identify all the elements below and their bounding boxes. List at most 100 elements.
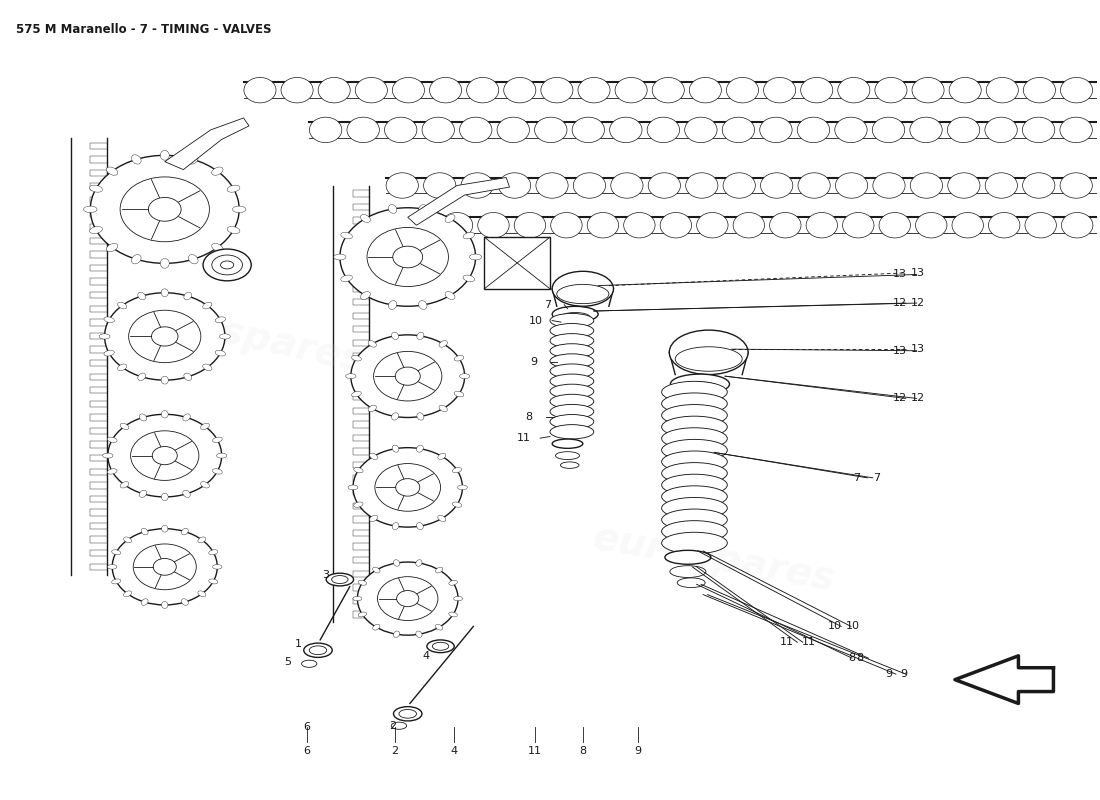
Ellipse shape [660, 213, 692, 238]
Ellipse shape [661, 532, 727, 554]
Text: 9: 9 [530, 357, 537, 367]
Ellipse shape [327, 573, 353, 586]
Ellipse shape [352, 355, 361, 361]
Ellipse shape [216, 350, 225, 356]
Ellipse shape [370, 515, 377, 522]
Bar [90, 306, 107, 312]
Ellipse shape [162, 526, 168, 532]
Ellipse shape [417, 332, 424, 339]
Ellipse shape [217, 453, 227, 458]
Ellipse shape [661, 486, 727, 507]
Bar [90, 537, 107, 543]
Text: 11: 11 [517, 433, 530, 443]
Ellipse shape [838, 78, 870, 103]
Ellipse shape [182, 528, 188, 535]
Ellipse shape [216, 317, 225, 322]
Polygon shape [408, 178, 509, 226]
Ellipse shape [309, 646, 327, 654]
Ellipse shape [416, 631, 422, 638]
Ellipse shape [449, 612, 458, 617]
Ellipse shape [304, 643, 332, 658]
Text: 9: 9 [634, 746, 641, 756]
Ellipse shape [359, 612, 366, 617]
Text: 2: 2 [390, 746, 398, 756]
Ellipse shape [609, 117, 642, 142]
Ellipse shape [587, 213, 618, 238]
Text: 12: 12 [911, 298, 925, 308]
Text: 13: 13 [893, 346, 907, 356]
Ellipse shape [141, 598, 149, 606]
Ellipse shape [446, 291, 455, 299]
Bar [90, 469, 107, 475]
Text: 7: 7 [544, 300, 551, 310]
Circle shape [104, 293, 224, 380]
Bar [353, 272, 370, 278]
Ellipse shape [466, 78, 498, 103]
Ellipse shape [184, 292, 191, 300]
Ellipse shape [550, 425, 594, 439]
Ellipse shape [690, 78, 722, 103]
Ellipse shape [439, 341, 448, 347]
Bar [90, 156, 107, 162]
Bar [353, 340, 370, 346]
Ellipse shape [359, 580, 366, 585]
Ellipse shape [610, 173, 643, 198]
Ellipse shape [232, 206, 246, 213]
Ellipse shape [835, 117, 867, 142]
Ellipse shape [1023, 173, 1055, 198]
Ellipse shape [463, 232, 474, 239]
Ellipse shape [348, 485, 358, 490]
Bar [90, 550, 107, 557]
Ellipse shape [556, 452, 580, 459]
Ellipse shape [123, 537, 132, 542]
Ellipse shape [131, 254, 141, 264]
Ellipse shape [104, 317, 114, 322]
Ellipse shape [536, 173, 568, 198]
Ellipse shape [670, 374, 729, 394]
Ellipse shape [345, 374, 356, 378]
Bar [353, 218, 370, 224]
Ellipse shape [461, 173, 493, 198]
Text: 12: 12 [893, 394, 907, 403]
Circle shape [375, 463, 441, 511]
Text: 7: 7 [852, 473, 860, 483]
Ellipse shape [388, 205, 397, 214]
Bar [484, 237, 550, 289]
Ellipse shape [572, 117, 605, 142]
Ellipse shape [104, 350, 114, 356]
Bar [353, 516, 370, 522]
Circle shape [153, 558, 176, 575]
Ellipse shape [354, 502, 363, 507]
Bar [353, 245, 370, 251]
Ellipse shape [112, 579, 121, 584]
Ellipse shape [1060, 78, 1092, 103]
Ellipse shape [436, 624, 443, 630]
Ellipse shape [355, 78, 387, 103]
Ellipse shape [661, 428, 727, 450]
Ellipse shape [696, 213, 728, 238]
Ellipse shape [333, 254, 346, 260]
Ellipse shape [368, 341, 376, 347]
Text: 8: 8 [526, 413, 532, 422]
Ellipse shape [393, 522, 399, 530]
Ellipse shape [244, 78, 276, 103]
Bar [90, 292, 107, 298]
Ellipse shape [141, 528, 149, 535]
Ellipse shape [680, 382, 719, 395]
Bar [90, 401, 107, 407]
Ellipse shape [280, 78, 314, 103]
Ellipse shape [835, 173, 868, 198]
Ellipse shape [652, 78, 684, 103]
Ellipse shape [416, 560, 422, 566]
Ellipse shape [535, 117, 566, 142]
Ellipse shape [661, 393, 727, 414]
Ellipse shape [112, 550, 121, 554]
Bar [90, 197, 107, 203]
Circle shape [148, 198, 182, 222]
Ellipse shape [209, 579, 218, 584]
Bar [90, 251, 107, 258]
Ellipse shape [392, 332, 398, 339]
Ellipse shape [498, 173, 530, 198]
Ellipse shape [986, 173, 1018, 198]
Bar [353, 394, 370, 400]
